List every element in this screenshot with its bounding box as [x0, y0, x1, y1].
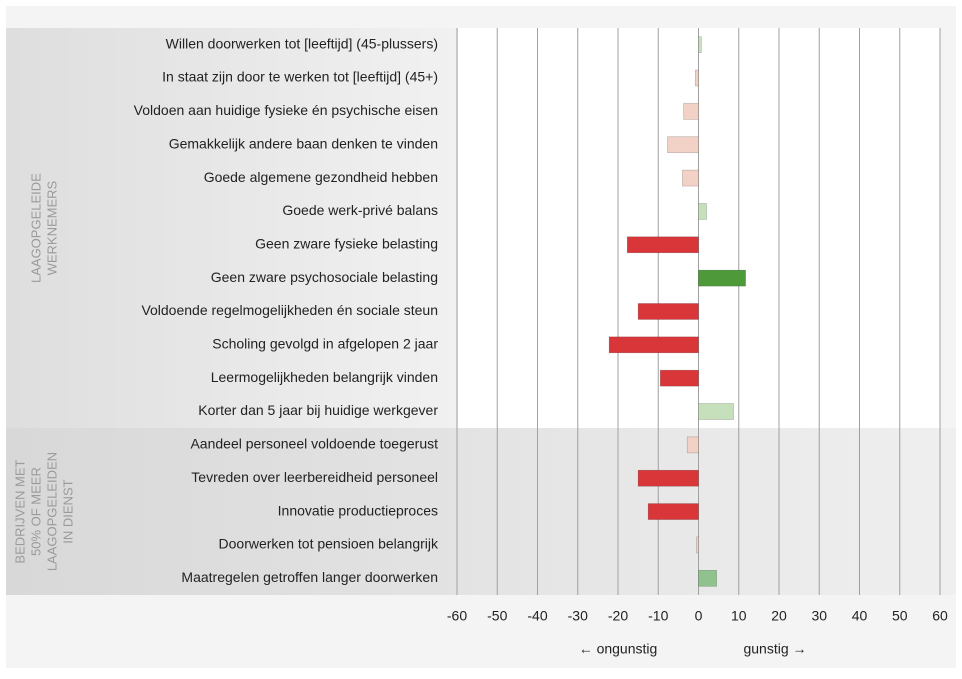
y-tick-label: Leermogelijkheden belangrijk vinden — [211, 369, 438, 385]
y-tick-label: Scholing gevolgd in afgelopen 2 jaar — [212, 336, 438, 352]
x-tick-label: -50 — [487, 608, 507, 624]
y-tick-label: Voldoen aan huidige fysieke én psychisch… — [134, 102, 438, 118]
x-tick-label: -60 — [447, 608, 467, 624]
x-tick-label: 30 — [811, 608, 827, 624]
annotation: ← ongunstig — [579, 641, 658, 657]
y-tick-label: Innovatie productieproces — [278, 502, 438, 518]
group-label: LAAGOPGELEIDEN — [44, 452, 59, 571]
bar — [683, 103, 699, 120]
y-tick-label: Doorwerken tot pensioen belangrijk — [219, 536, 439, 552]
bar — [698, 269, 746, 287]
x-tick-label: -30 — [568, 608, 588, 624]
group-panel — [6, 28, 458, 428]
x-tick-label: -40 — [527, 608, 547, 624]
annotation: gunstig → — [743, 641, 806, 657]
bar — [694, 69, 699, 87]
x-tick-label: 20 — [771, 608, 787, 624]
y-tick-label: Geen zware psychosociale belasting — [211, 269, 438, 285]
group-label: IN DIENST — [60, 479, 75, 543]
bar — [626, 236, 699, 254]
bar — [682, 169, 699, 187]
bar — [637, 469, 699, 487]
bar — [698, 203, 707, 220]
bar — [686, 436, 699, 454]
group-panel — [6, 428, 956, 595]
y-tick-label: Voldoende regelmogelijkheden én sociale … — [141, 302, 438, 318]
y-tick-label: Korter dan 5 jaar bij huidige werkgever — [198, 402, 438, 418]
x-tick-label: -20 — [608, 608, 628, 624]
y-tick-label: Gemakkelijk andere baan denken te vinden — [169, 135, 438, 151]
y-tick-label: Maatregelen getroffen langer doorwerken — [181, 569, 438, 585]
group-label: 50% OF MEER — [28, 467, 43, 556]
y-tick-label: In staat zijn door te werken tot [leefti… — [162, 69, 438, 85]
x-tick-label: 10 — [731, 608, 747, 624]
group-label: WERKNEMERS — [44, 180, 59, 275]
group-label: BEDRIJVEN MET — [12, 460, 27, 564]
x-tick-label: 60 — [932, 608, 948, 624]
y-tick-label: Tevreden over leerbereidheid personeel — [191, 469, 438, 485]
bar — [637, 303, 699, 320]
y-tick-label: Goede algemene gezondheid hebben — [204, 169, 438, 185]
bar — [647, 503, 699, 520]
bar — [698, 36, 702, 53]
y-tick-label: Goede werk-privé balans — [282, 202, 438, 218]
bar — [698, 569, 717, 587]
x-tick-label: 0 — [695, 608, 703, 624]
y-tick-label: Geen zware fysieke belasting — [255, 235, 438, 251]
bar — [667, 136, 699, 154]
bar — [698, 403, 734, 420]
x-tick-label: 40 — [852, 608, 868, 624]
y-tick-label: Willen doorwerken tot [leeftijd] (45-plu… — [166, 35, 438, 51]
bar — [659, 369, 699, 387]
group-label: LAAGOPGELEIDE — [28, 173, 43, 283]
bar — [608, 336, 699, 354]
bar — [696, 536, 699, 554]
x-tick-label: 50 — [892, 608, 908, 624]
y-tick-label: Aandeel personeel voldoende toegerust — [190, 436, 438, 452]
x-tick-label: -10 — [648, 608, 668, 624]
